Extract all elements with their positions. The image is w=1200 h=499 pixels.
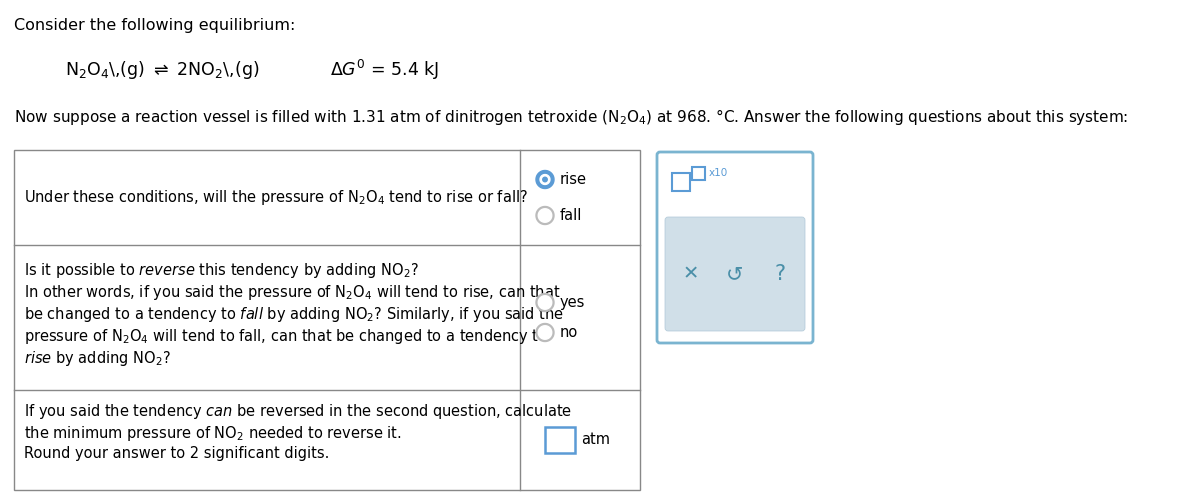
Polygon shape	[536, 171, 554, 189]
Text: ✕: ✕	[682, 264, 698, 283]
Text: Under these conditions, will the pressure of N$_2$O$_4$ tend to rise or fall?: Under these conditions, will the pressur…	[24, 188, 528, 207]
FancyBboxPatch shape	[14, 150, 640, 490]
FancyBboxPatch shape	[545, 427, 575, 453]
Text: Round your answer to 2 significant digits.: Round your answer to 2 significant digit…	[24, 446, 329, 461]
Text: Now suppose a reaction vessel is filled with 1.31 atm of dinitrogen tetroxide $\: Now suppose a reaction vessel is filled …	[14, 107, 1128, 127]
Text: $\Delta G^0$ = 5.4 kJ: $\Delta G^0$ = 5.4 kJ	[330, 58, 439, 82]
Text: fall: fall	[560, 208, 582, 223]
Polygon shape	[536, 207, 554, 225]
Polygon shape	[542, 177, 547, 182]
Text: $\it{rise}$ by adding NO$_2$?: $\it{rise}$ by adding NO$_2$?	[24, 349, 170, 368]
Text: Consider the following equilibrium:: Consider the following equilibrium:	[14, 18, 295, 33]
Text: If you said the tendency $\it{can}$ be reversed in the second question, calculat: If you said the tendency $\it{can}$ be r…	[24, 402, 572, 421]
Text: pressure of N$_2$O$_4$ will tend to fall, can that be changed to a tendency to: pressure of N$_2$O$_4$ will tend to fall…	[24, 327, 548, 346]
Text: In other words, if you said the pressure of N$_2$O$_4$ will tend to rise, can th: In other words, if you said the pressure…	[24, 283, 560, 302]
Text: x10: x10	[709, 169, 728, 179]
Text: N$_2$O$_4$\,(g) $\rightleftharpoons$ 2NO$_2$\,(g): N$_2$O$_4$\,(g) $\rightleftharpoons$ 2NO…	[65, 59, 259, 81]
FancyBboxPatch shape	[692, 167, 706, 180]
Polygon shape	[539, 296, 552, 309]
Polygon shape	[539, 209, 552, 222]
Text: atm: atm	[581, 433, 610, 448]
Polygon shape	[539, 326, 552, 339]
Polygon shape	[540, 175, 550, 185]
Text: Is it possible to $\it{reverse}$ this tendency by adding NO$_2$?: Is it possible to $\it{reverse}$ this te…	[24, 261, 419, 280]
Text: yes: yes	[560, 295, 586, 310]
Text: rise: rise	[560, 172, 587, 187]
Polygon shape	[536, 323, 554, 341]
FancyBboxPatch shape	[658, 152, 814, 343]
Text: ↺: ↺	[726, 264, 744, 284]
Text: be changed to a tendency to $\it{fall}$ by adding NO$_2$? Similarly, if you said: be changed to a tendency to $\it{fall}$ …	[24, 305, 564, 324]
Text: the minimum pressure of NO$_2$ needed to reverse it.: the minimum pressure of NO$_2$ needed to…	[24, 424, 402, 443]
Polygon shape	[536, 293, 554, 311]
FancyBboxPatch shape	[665, 217, 805, 331]
Text: ?: ?	[774, 264, 785, 284]
FancyBboxPatch shape	[672, 173, 690, 191]
Text: no: no	[560, 325, 578, 340]
